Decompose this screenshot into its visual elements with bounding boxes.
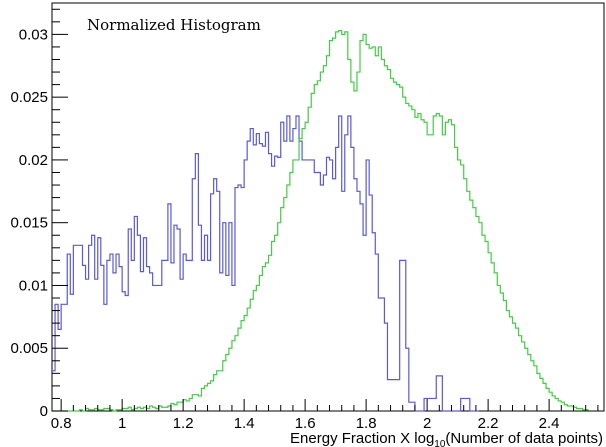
chart-title: Normalized Histogram xyxy=(87,16,261,34)
y-tick-label: 0.02 xyxy=(19,152,48,169)
x-tick-label: 1.4 xyxy=(234,415,255,432)
x-tick-label: 1.8 xyxy=(356,415,377,432)
x-tick-label: 1 xyxy=(118,415,126,432)
x-axis-title-main: Energy Fraction X log xyxy=(290,430,434,447)
plot-frame xyxy=(51,2,605,412)
y-tick-label: 0.015 xyxy=(10,215,48,232)
histogram-series-2-line xyxy=(52,30,589,412)
y-tick-label: 0.005 xyxy=(10,340,48,357)
y-tick-label: 0.025 xyxy=(10,89,48,106)
x-tick-label: 2.2 xyxy=(478,415,499,432)
y-tick-label: 0.01 xyxy=(19,277,48,294)
x-axis-ticks: 0.8 1 1.2 1.4 1.6 1.8 2 2.2 2.4 xyxy=(51,399,599,432)
histogram-series-1-line xyxy=(52,115,479,412)
x-tick-label: 2 xyxy=(423,415,431,432)
y-axis-ticks: 0 0.005 0.01 0.015 0.02 0.025 0.03 xyxy=(10,8,68,420)
x-tick-label: 2.4 xyxy=(539,415,560,432)
histogram-series-group xyxy=(52,30,589,412)
x-axis-title-subscript: 10 xyxy=(434,439,446,447)
x-axis-title-rest: (Number of data points) xyxy=(445,430,603,447)
x-tick-label: 0.8 xyxy=(51,415,72,432)
x-tick-label: 1.2 xyxy=(173,415,194,432)
y-tick-label: 0 xyxy=(40,403,48,420)
y-tick-label: 0.03 xyxy=(19,26,48,43)
plot-border xyxy=(51,2,605,412)
x-tick-label: 1.6 xyxy=(295,415,316,432)
x-axis-title: Energy Fraction X log10(Number of data p… xyxy=(290,430,603,447)
